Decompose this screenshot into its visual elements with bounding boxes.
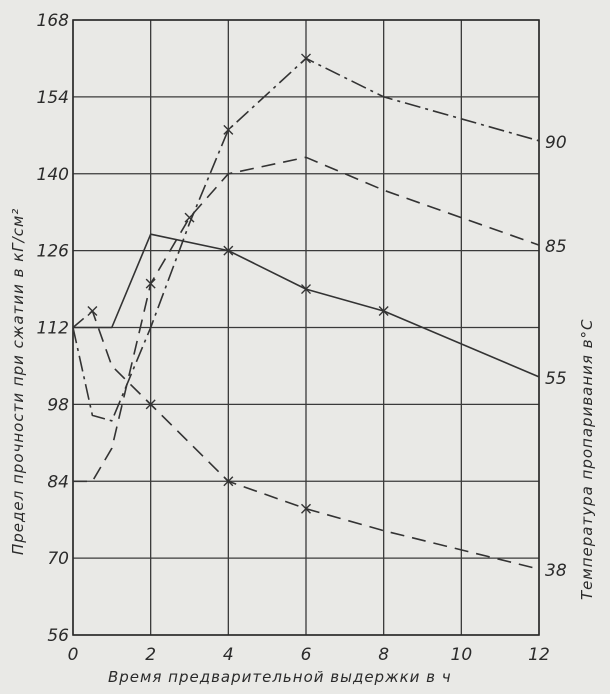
x-tick-label: 0 xyxy=(68,645,79,665)
x-tick-label: 8 xyxy=(378,645,389,665)
series-label-38: 38 xyxy=(545,561,567,581)
series-label-55: 55 xyxy=(545,369,567,389)
x-tick-label: 12 xyxy=(528,645,550,665)
series-label-90: 90 xyxy=(545,133,567,153)
tick-labels: 0 2 4 6 8 10 12 56 70 84 98 112 126 140 154 168 xyxy=(37,11,550,665)
grid-lines xyxy=(72,19,540,636)
data-point-marker xyxy=(145,399,156,410)
data-point-marker xyxy=(145,278,156,289)
data-point-marker xyxy=(301,503,311,514)
series-line-38 xyxy=(72,310,540,570)
x-tick-label: 10 xyxy=(451,645,473,665)
series-line-90 xyxy=(72,57,540,422)
y-tick-label: 98 xyxy=(47,395,69,415)
y-tick-label: 140 xyxy=(37,165,69,185)
data-point-marker xyxy=(223,124,234,135)
data-point-marker xyxy=(223,476,234,487)
data-point-marker xyxy=(301,284,311,295)
data-point-marker xyxy=(184,212,195,223)
series-lines xyxy=(72,57,540,570)
x-tick-label: 2 xyxy=(145,645,156,665)
y-tick-label: 168 xyxy=(37,11,70,31)
y-axis-title: Предел прочности при сжатии в кГ/см² xyxy=(9,208,27,555)
y-tick-label: 126 xyxy=(37,242,70,262)
y2-axis-title: Температура пропаривания в°С xyxy=(578,318,596,600)
series-label-85: 85 xyxy=(545,237,567,257)
series-labels: 90 85 55 38 xyxy=(545,133,567,581)
series-markers xyxy=(87,53,389,514)
y-tick-label: 70 xyxy=(47,549,69,569)
series-line-85 xyxy=(73,156,540,483)
series-line-55 xyxy=(73,233,540,378)
data-point-marker xyxy=(87,306,98,317)
x-tick-label: 4 xyxy=(223,645,234,665)
data-point-marker xyxy=(301,53,311,64)
data-point-marker xyxy=(223,245,234,256)
y-tick-label: 84 xyxy=(47,472,69,492)
y-tick-label: 112 xyxy=(37,319,69,339)
x-axis-title: Время предварительной выдержки в ч xyxy=(108,668,452,686)
y-tick-label: 154 xyxy=(37,88,69,108)
data-point-marker xyxy=(378,306,389,317)
x-tick-label: 6 xyxy=(301,645,312,665)
y-tick-label: 56 xyxy=(47,626,69,646)
